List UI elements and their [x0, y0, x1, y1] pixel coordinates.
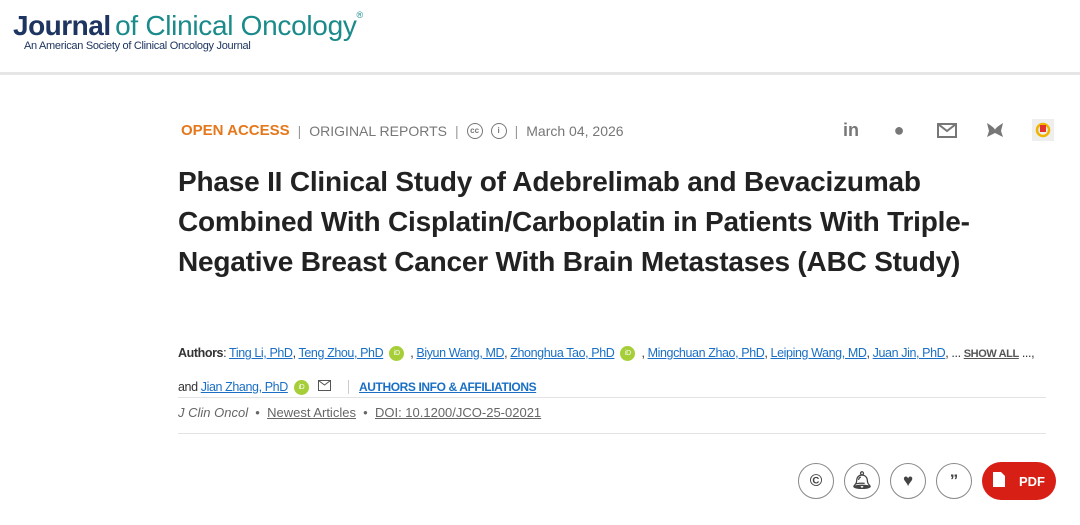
logo-text: of Clinical Oncology [115, 10, 357, 41]
copyright-button[interactable]: © [798, 463, 834, 499]
registered-mark: ® [356, 10, 364, 20]
authors-affiliations-link[interactable]: AUTHORS INFO & AFFILIATIONS [348, 380, 537, 394]
journal-abbrev: J Clin Oncol [178, 405, 249, 420]
author-link[interactable]: Jian Zhang, PhD [200, 380, 289, 394]
bluesky-icon[interactable] [984, 119, 1006, 141]
email-icon[interactable] [936, 119, 958, 141]
open-access-label: OPEN ACCESS [181, 122, 290, 139]
authors-list: Authors: Ting Li, PhD, Teng Zhou, PhD iD,… [178, 337, 1048, 404]
article-actions: © 🔔︎ ♥ ” PDF [798, 462, 1056, 500]
creative-commons-icon[interactable]: cc [466, 122, 483, 139]
author-link[interactable]: Leiping Wang, MD [770, 346, 867, 360]
copyright-icon: © [809, 471, 823, 490]
author-link[interactable]: Teng Zhou, PhD [298, 346, 384, 360]
wechat-icon[interactable]: ● [893, 119, 905, 140]
author-link[interactable]: Juan Jin, PhD [872, 346, 946, 360]
bell-icon: 🔔︎ [851, 471, 873, 490]
show-all-authors-button[interactable]: SHOW ALL [963, 348, 1019, 360]
journal-logo[interactable]: Journal of Clinical Oncology® An America… [13, 10, 364, 52]
authors-and: ..., and [178, 346, 1035, 394]
publish-date: March 04, 2026 [526, 122, 624, 139]
separator: | [514, 122, 519, 139]
article-meta: OPEN ACCESS | ORIGINAL REPORTS | cc i | … [181, 122, 624, 139]
section-link[interactable]: Newest Articles [267, 405, 356, 420]
author-link[interactable]: Mingchuan Zhao, PhD [647, 346, 765, 360]
site-header: Journal of Clinical Oncology® An America… [0, 0, 1080, 75]
citation-bar: J Clin Oncol • Newest Articles • DOI: 10… [178, 405, 542, 420]
orcid-icon[interactable]: iD [620, 346, 636, 361]
orcid-icon[interactable]: iD [389, 346, 405, 361]
mendeley-icon[interactable] [1032, 119, 1054, 141]
divider [178, 433, 1046, 434]
doi-link[interactable]: DOI: 10.1200/JCO-25-02021 [374, 405, 542, 420]
attribution-icon[interactable]: i [490, 122, 507, 139]
orcid-icon[interactable]: iD [293, 380, 309, 395]
author-link[interactable]: Ting Li, PhD [229, 346, 293, 360]
pdf-file-icon [993, 472, 1005, 490]
author-link[interactable]: Biyun Wang, MD [416, 346, 505, 360]
email-icon[interactable] [317, 371, 331, 404]
pdf-button[interactable]: PDF [982, 462, 1056, 500]
favorite-button[interactable]: ♥ [890, 463, 926, 499]
quote-icon: ” [949, 471, 959, 490]
authors-label: Authors [178, 346, 224, 360]
share-bar: in ● [840, 119, 1054, 141]
alert-button[interactable]: 🔔︎ [844, 463, 880, 499]
author-link[interactable]: Zhonghua Tao, PhD [510, 346, 615, 360]
article-type: ORIGINAL REPORTS [309, 122, 447, 139]
separator: | [454, 122, 459, 139]
article-title: Phase II Clinical Study of Adebrelimab a… [178, 166, 970, 277]
pdf-label: PDF [1019, 473, 1045, 489]
logo-subtitle: An American Society of Clinical Oncology… [24, 40, 251, 52]
cite-button[interactable]: ” [936, 463, 972, 499]
logo-text-bold: Journal [13, 10, 111, 41]
separator: | [297, 122, 302, 139]
divider [178, 397, 1046, 398]
linkedin-icon[interactable]: in [843, 119, 859, 140]
heart-plus-icon: ♥ [902, 471, 914, 490]
